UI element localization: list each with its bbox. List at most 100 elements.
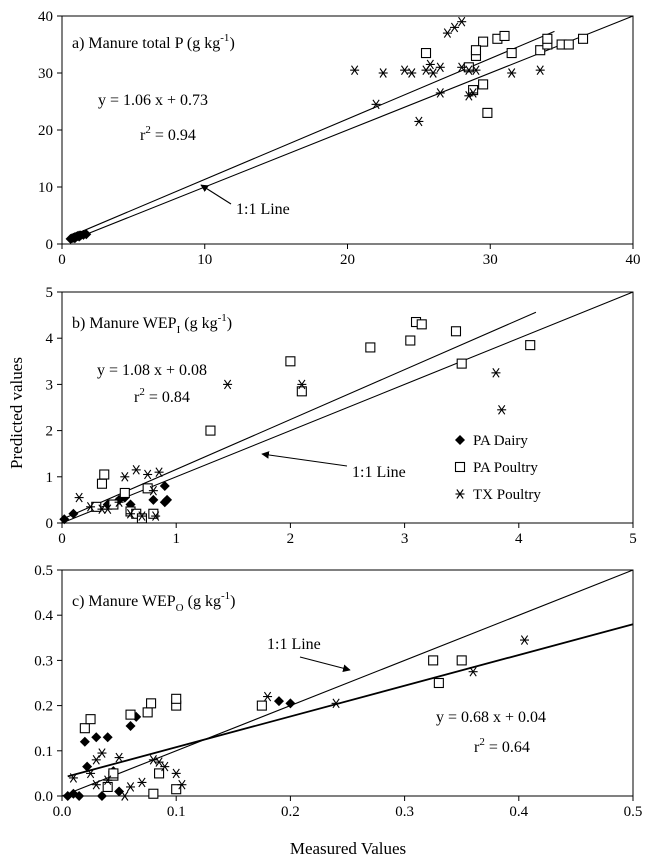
star-stroke: [121, 471, 129, 482]
star-stroke: [436, 88, 444, 98]
data-point-pa-poultry: [296, 386, 307, 397]
y-tick-label: 0.3: [34, 653, 53, 669]
data-point-tx-poultry: [350, 65, 360, 75]
y-tick-label: 0.4: [34, 608, 53, 624]
data-point-pa-dairy: [68, 508, 79, 519]
data-point-tx-poultry: [137, 777, 147, 788]
star-stroke: [172, 768, 180, 779]
star-stroke: [121, 791, 129, 801]
data-point-tx-poultry: [91, 755, 101, 765]
one-to-one-arrow: [261, 451, 348, 467]
y-tick-label: 0: [46, 237, 54, 253]
data-point-pa-poultry: [365, 342, 376, 353]
x-tick-label: 0.2: [281, 804, 300, 820]
data-point-pa-poultry: [256, 700, 267, 711]
x-tick-label: 0.3: [395, 804, 414, 820]
star-stroke: [400, 65, 409, 75]
star-stroke: [429, 68, 437, 78]
x-tick-label: 0.0: [53, 804, 72, 820]
star-stroke: [472, 65, 480, 75]
star-stroke: [98, 748, 106, 758]
one-to-one-line: [61, 569, 634, 797]
data-point-tx-poultry: [114, 752, 124, 763]
r2-superscript: 2: [139, 386, 145, 398]
y-tick-label: 3: [46, 377, 54, 393]
r-squared: r2 = 0.84: [134, 386, 190, 406]
data-point-pa-poultry: [542, 33, 553, 44]
star-stroke: [86, 768, 95, 779]
title-subscript: O: [176, 602, 184, 614]
data-point-pa-dairy: [285, 698, 296, 709]
data-point-pa-dairy: [79, 736, 90, 747]
data-point-pa-poultry: [205, 425, 216, 436]
data-point-tx-poultry: [331, 698, 341, 709]
r2-superscript: 2: [145, 124, 151, 136]
star-stroke: [126, 508, 135, 519]
star-stroke: [115, 752, 123, 763]
title-text: c) Manure WEP: [72, 593, 176, 610]
data-point-tx-poultry: [177, 779, 187, 790]
r-squared: r2 = 0.94: [140, 124, 196, 144]
one-to-one-label: 1:1 Line: [352, 464, 406, 481]
data-point-pa-poultry: [85, 714, 96, 725]
star-stroke: [415, 116, 423, 127]
chart-panel-b: 0 1 2 3 4 5 0 1 2 3 4 5 b) Manure WEPI (g kg-1) y = 1…: [46, 285, 637, 547]
data-point-pa-dairy: [455, 435, 465, 445]
data-point-tx-poultry: [86, 768, 96, 779]
r2-label: r: [134, 389, 140, 406]
title-text: (g kg: [180, 315, 217, 332]
star-stroke: [161, 761, 169, 772]
plot-frame: [61, 569, 634, 797]
data-point-tx-poultry: [468, 88, 478, 98]
star-stroke: [98, 504, 106, 514]
panel-title: b) Manure WEPI (g kg-1): [72, 312, 232, 336]
data-point-tx-poultry: [143, 469, 153, 480]
data-point-pa-poultry: [456, 358, 467, 369]
data-point-pa-dairy: [74, 230, 85, 241]
star-stroke: [92, 779, 100, 790]
data-point-tx-poultry: [103, 775, 113, 785]
star-stroke: [132, 465, 140, 475]
data-point-tx-poultry: [151, 511, 161, 521]
r2-value: = 0.84: [145, 389, 190, 406]
star-stroke: [104, 504, 112, 514]
data-point-pa-poultry: [470, 45, 482, 56]
data-point-pa-dairy: [96, 791, 107, 801]
star-stroke: [351, 65, 359, 75]
r2-label: r: [474, 739, 480, 756]
data-point-pa-poultry: [99, 469, 110, 480]
data-point-pa-poultry: [96, 478, 108, 489]
star-stroke: [536, 65, 544, 75]
data-point-tx-poultry: [154, 467, 164, 477]
data-point-pa-dairy: [159, 481, 170, 492]
title-text: ): [230, 593, 235, 610]
star-stroke: [75, 492, 83, 503]
series-tx-poultry: [74, 368, 507, 521]
data-point-tx-poultry: [450, 22, 460, 33]
star-stroke: [263, 691, 272, 702]
one-to-one-arrow: [200, 184, 232, 205]
data-point-tx-poultry: [120, 471, 130, 482]
regression-equation: y = 0.68 x + 0.04: [436, 709, 546, 726]
data-point-pa-poultry: [456, 655, 467, 666]
legend: PA Dairy PA Poultry TX Poultry: [454, 433, 541, 503]
star-stroke: [149, 755, 157, 765]
star-stroke: [450, 22, 459, 33]
x-tick-label: 0.5: [624, 804, 643, 820]
regression-line: [61, 311, 537, 520]
y-tick-label: 30: [38, 66, 53, 82]
data-point-tx-poultry: [148, 755, 158, 765]
data-point-pa-dairy: [74, 791, 85, 801]
data-point-pa-poultry: [506, 47, 517, 59]
plot-frame: [61, 291, 634, 524]
star-stroke: [115, 497, 123, 508]
star-stroke: [436, 62, 444, 73]
regression-equation: y = 1.06 x + 0.73: [98, 92, 208, 109]
data-point-tx-poultry: [507, 68, 517, 78]
y-tick-label: 4: [46, 331, 54, 347]
data-point-tx-poultry: [263, 691, 273, 702]
data-point-tx-poultry: [297, 379, 307, 390]
data-point-pa-dairy: [91, 732, 102, 743]
x-tick-label: 1: [172, 531, 180, 547]
x-tick-label: 3: [401, 531, 409, 547]
